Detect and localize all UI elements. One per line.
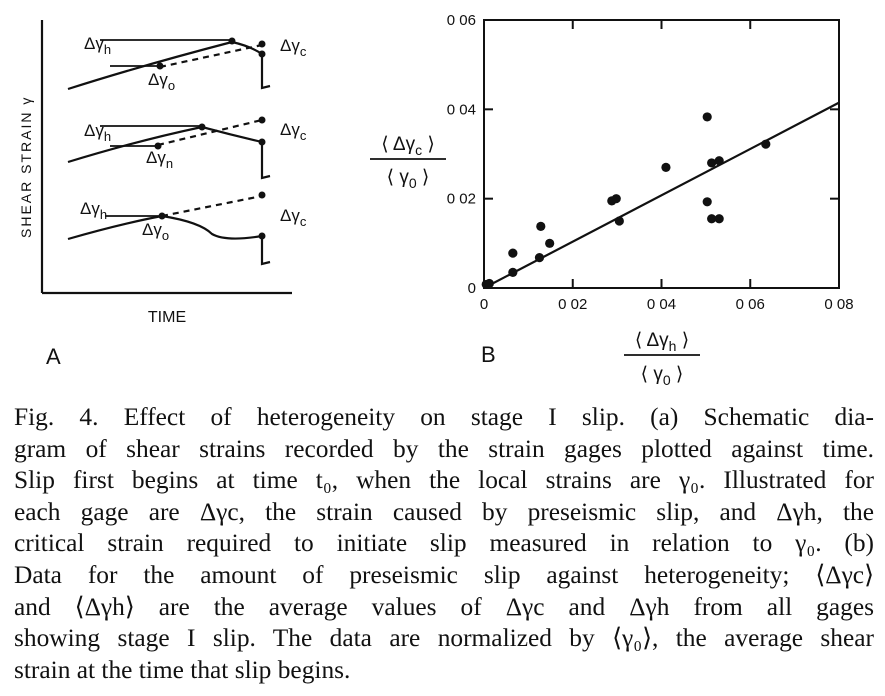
row3-dgo-label: Δγo [142,220,169,243]
panel-a-dot [156,62,164,70]
panel-a-dot [228,37,236,45]
panel-b-chart: 0 0 02 0 04 0 06 0 08 0 0 02 0 04 0 06 ⟨ Δγc ⟩ ⟨… [370,12,854,388]
data-point [508,267,518,277]
panel-a-dot [258,40,266,48]
caption-line: Data for the amount of preseismic slip a… [14,560,874,589]
x-tick-label: 0 06 [736,296,765,313]
svg-text:⟨ Δγc ⟩: ⟨ Δγc ⟩ [381,134,435,158]
row3-dgc-label: Δγc [280,206,307,229]
caption-line: showing stage I slip. The data are norma… [14,624,874,653]
panel-a-dot [154,142,162,150]
panel-a-dot [158,212,166,220]
panel-a-dot [258,232,266,240]
panel-b-xlabel: ⟨ Δγh ⟩ ⟨ γ0 ⟩ [624,330,700,388]
svg-text:⟨ γ0 ⟩: ⟨ γ0 ⟩ [641,364,684,388]
row1-dgc-label: Δγc [280,36,307,59]
x-tick-label: 0 02 [558,296,587,313]
data-point [702,112,712,122]
y-tick-label: 0 02 [447,191,476,208]
data-point [545,238,555,248]
caption-line: and ⟨Δγh⟩ are the average values of Δγc … [14,592,874,621]
data-point [702,197,712,207]
row1-dgh-label: Δγh [84,34,111,57]
x-tick-label: 0 04 [647,296,676,313]
panel-a-ylabel: SHEAR STRAIN γ [18,96,34,238]
svg-text:⟨ γ0 ⟩: ⟨ γ0 ⟩ [387,167,430,191]
panel-a-xlabel: TIME [148,309,186,326]
caption-line: Slip first begins at time t₀, when the l… [14,466,874,495]
data-point [508,248,518,258]
data-point [707,158,717,168]
figure-caption: Fig. 4. Effect of heterogeneity on stage… [14,402,874,686]
y-tick-label: 0 06 [447,12,476,29]
panel-a-dot [198,123,206,131]
row2-dgh-label: Δγh [84,121,111,144]
caption-line: each gage are Δγc, the strain caused by … [14,497,874,526]
panel-a-dot [258,191,266,199]
y-tick-label: 0 [468,280,476,297]
panel-a-dot [258,138,266,146]
data-point [714,214,724,224]
data-point [707,214,717,224]
caption-line: gram of shear strains recorded by the st… [14,434,874,463]
data-point [534,253,545,263]
x-tick-label: 0 [480,296,488,313]
data-point [761,139,771,149]
svg-text:⟨ Δγh ⟩: ⟨ Δγh ⟩ [635,330,689,354]
data-point [611,194,621,204]
caption-line: Fig. 4. Effect of heterogeneity on stage… [14,403,874,431]
panel-a-letter: A [46,344,61,369]
x-tick-label: 0 08 [824,296,853,313]
data-point [484,278,494,289]
panel-a-row-3-curves [67,194,271,266]
caption-line: critical strain required to initiate sli… [14,529,874,558]
y-tick-label: 0 04 [447,101,476,118]
panel-a-diagram: Δγh Δγo Δγc Δγh Δγn Δγc Δγh Δγo Δγc SHEA… [18,20,307,369]
plot-frame [483,19,840,289]
row1-dgo-label: Δγo [148,70,175,93]
data-point [536,221,546,231]
panel-a-dot [258,116,266,124]
row2-dgo-label: Δγn [146,148,173,171]
panel-b-letter: B [481,342,496,367]
panel-a-row-1-curves [67,39,271,91]
data-point [614,216,624,226]
panel-b-ylabel: ⟨ Δγc ⟩ ⟨ γ0 ⟩ [370,134,446,191]
data-point [714,156,724,166]
panel-a-dot [258,50,266,58]
caption-line: strain at the time that slip begins. [14,655,351,684]
row3-dgh-label: Δγh [80,199,107,222]
row2-dgc-label: Δγc [280,120,307,143]
data-point [661,162,671,172]
